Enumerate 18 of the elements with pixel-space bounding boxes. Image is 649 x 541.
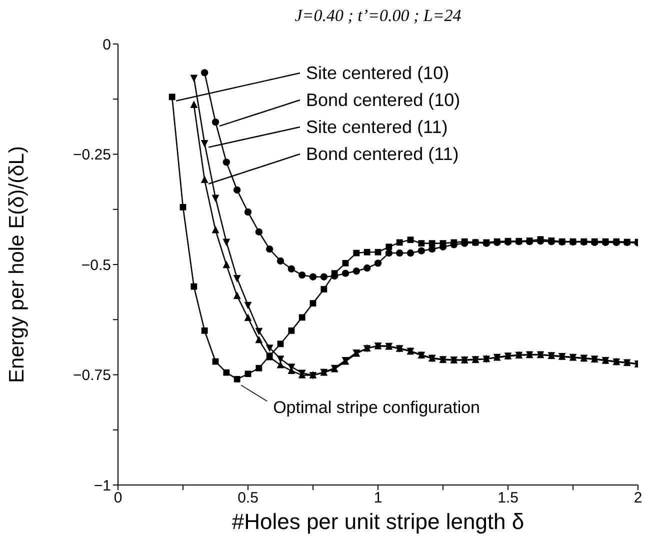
- x-tick-label: 0: [114, 490, 122, 507]
- x-axis-title: #Holes per unit stripe length δ: [232, 509, 524, 534]
- y-tick-label: −0.75: [73, 367, 111, 384]
- chart-title: J=0.40 ; t’=0.00 ; L=24: [294, 6, 462, 26]
- y-tick-label: 0: [102, 36, 111, 54]
- x-tick-label: 2: [634, 490, 642, 507]
- y-axis-title: Energy per hole E(δ)/(δL): [5, 146, 28, 383]
- text: Bond centered (11): [306, 144, 459, 164]
- x-tick-label: 1.5: [498, 490, 518, 507]
- text: Bond centered (10): [306, 90, 460, 110]
- y-tick-label: −0.5: [81, 256, 111, 274]
- text: Site centered (11): [306, 117, 448, 137]
- y-tick-label: −0.25: [73, 146, 111, 164]
- x-tick-label: 1: [374, 490, 382, 507]
- text: Site centered (10): [306, 63, 450, 83]
- x-tick-label: 0.5: [238, 490, 258, 507]
- y-tick-label: −1: [94, 477, 111, 494]
- annotation: Optimal stripe configuration: [273, 398, 480, 418]
